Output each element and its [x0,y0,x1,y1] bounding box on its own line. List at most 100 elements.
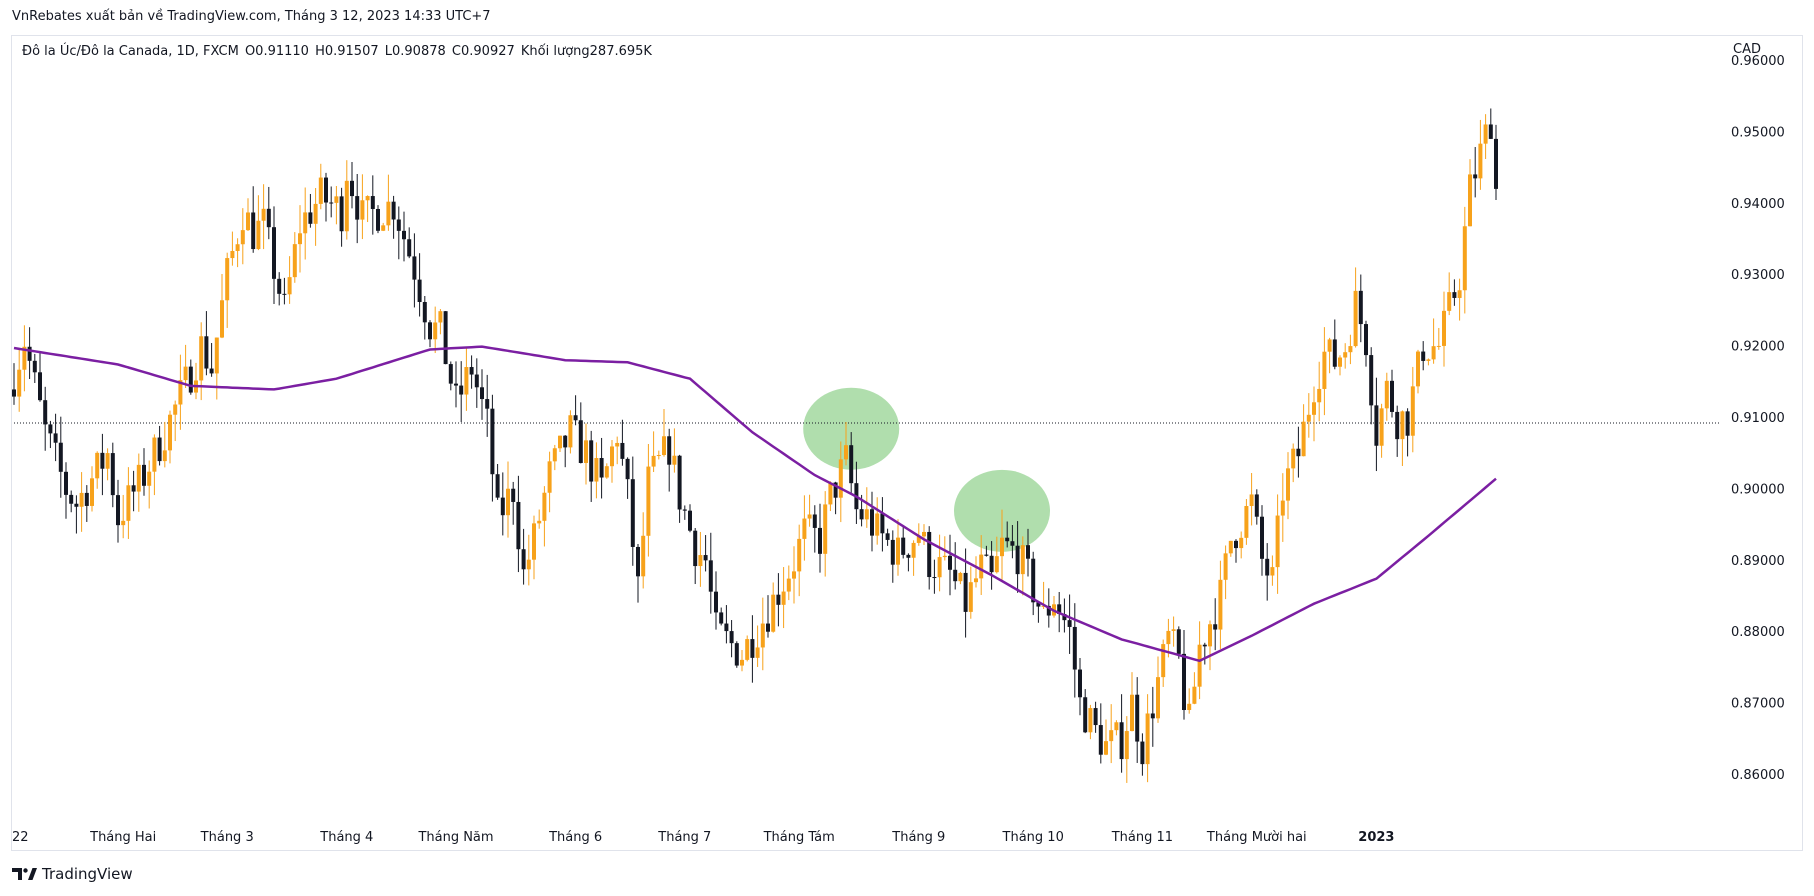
time-axis[interactable]: 22 Tháng Hai Tháng 3 Tháng 4 Tháng Năm Tháng … [12,830,1394,845]
symbol-legend[interactable]: Đô la Úc/Đô la Canada, 1D, FXCM O0.91110… [22,44,654,59]
bearish-candle [490,408,495,475]
open-value: O0.91110 [244,44,309,59]
bullish-candle [1301,421,1306,457]
bullish-candle [651,455,656,467]
bullish-candle [1041,605,1046,607]
bearish-candle [1358,290,1363,325]
bullish-candle [537,520,542,524]
bullish-candle [303,212,308,234]
bearish-candle [989,555,994,573]
bearish-candle [693,530,698,567]
bearish-candle [906,554,911,558]
bullish-candle [178,380,183,405]
bearish-candle [58,442,63,472]
bullish-candle [807,514,812,519]
bullish-candle [433,322,438,340]
brand-label: TradingView [42,865,133,883]
bullish-candle [1187,703,1192,711]
bearish-candle [984,554,989,556]
bullish-candle [594,458,599,482]
bearish-candle [1213,624,1218,630]
bearish-candle [1098,725,1103,755]
bearish-candle [454,383,458,386]
bearish-candle [880,513,885,534]
bearish-candle [1488,124,1493,139]
bearish-candle [69,494,74,504]
bullish-candle [1379,408,1384,446]
bullish-candle [1156,677,1160,719]
bearish-candle [812,514,817,528]
bullish-candle [1270,567,1275,576]
bullish-candle [797,538,802,572]
bullish-candle [298,233,302,245]
bullish-candle [1483,124,1488,144]
bearish-candle [1473,174,1478,179]
bullish-candle [792,571,796,579]
bullish-candle [1426,359,1431,361]
bearish-candle [776,594,781,605]
bearish-candle [1135,694,1140,742]
bullish-candle [646,466,651,536]
bullish-candle [771,594,776,632]
high-value: H0.91507 [315,44,379,59]
bullish-candle [1442,310,1446,346]
bearish-candle [578,420,583,463]
bearish-candle [1421,351,1426,361]
bullish-candle [1223,553,1228,580]
bearish-candle [251,212,256,250]
bullish-candle [1431,346,1436,360]
bearish-candle [630,479,635,547]
bearish-candle [870,509,874,536]
chart-frame[interactable] [11,35,1803,851]
bearish-candle [818,527,822,554]
bullish-candle [958,572,963,582]
bearish-candle [1036,602,1041,607]
bearish-candle [1015,545,1020,575]
bullish-candle [214,337,219,374]
bearish-candle [890,539,895,565]
bullish-candle [698,555,703,567]
bullish-candle [360,200,365,220]
bullish-candle [1020,545,1025,575]
bullish-candle [162,450,167,462]
bearish-candle [714,591,718,613]
bearish-candle [48,424,53,434]
bullish-candle [1130,694,1134,732]
bearish-candle [703,555,708,561]
bullish-candle [147,471,152,486]
bearish-candle [157,437,162,462]
price-axis[interactable]: 0.96000 0.95000 0.94000 0.93000 0.92000 0.910… [1731,54,1785,783]
bearish-candle [833,482,838,498]
bearish-candle [1364,324,1368,356]
bearish-candle [963,572,968,612]
bullish-candle [1291,448,1296,469]
bullish-candle [1192,686,1197,704]
tradingview-footer[interactable]: TradingView [12,865,133,883]
bearish-candle [402,230,406,240]
bullish-candle [864,509,869,520]
bullish-candle [802,518,807,539]
price-tick-label: 0.91000 [1731,411,1785,426]
bearish-candle [511,488,516,502]
bullish-candle [17,369,22,397]
time-tick-label: 2023 [1358,830,1394,845]
bullish-candle [90,478,94,506]
bearish-candle [885,533,890,540]
bullish-candle [838,459,843,498]
bullish-candle [183,366,188,381]
bearish-candle [599,458,604,478]
bullish-candle [745,639,750,660]
bearish-candle [339,196,344,232]
bullish-candle [911,542,916,558]
bearish-candle [480,387,484,400]
bullish-candle [199,336,204,381]
low-value: L0.90878 [384,44,446,59]
bullish-candle [105,453,110,469]
bullish-candle [313,203,318,224]
bearish-candle [142,464,146,486]
bullish-candle [1088,708,1093,733]
bullish-candle [786,578,791,592]
bullish-candle [1286,468,1290,501]
bearish-candle [204,336,209,369]
